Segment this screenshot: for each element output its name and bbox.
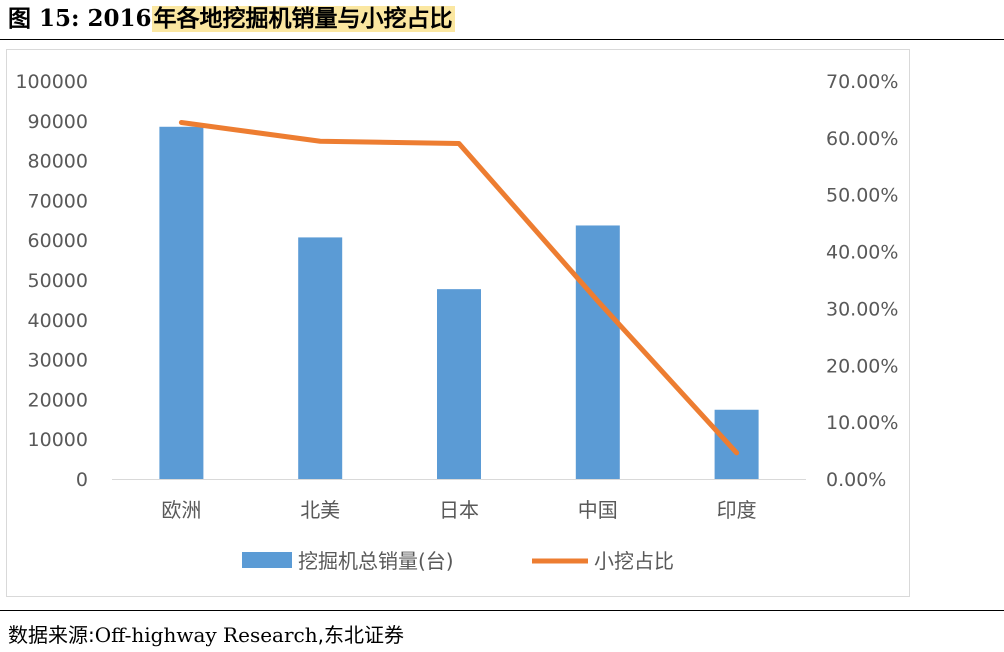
category-label: 中国 (578, 498, 618, 522)
legend-label-line: 小挖占比 (594, 549, 674, 573)
figure-number: 图 15: (8, 5, 80, 32)
figure-title-text: 年各地挖掘机销量与小挖占比 (151, 6, 455, 32)
right-tick-label: 20.00% (826, 355, 898, 377)
source-note: 数据来源:Off-highway Research,东北证券 (8, 619, 404, 648)
category-label: 日本 (439, 498, 479, 522)
left-tick-label: 90000 (28, 111, 88, 133)
category-label: 印度 (717, 498, 757, 522)
left-tick-label: 60000 (28, 230, 88, 252)
source-suffix: ,东北证券 (317, 623, 404, 647)
line-point (319, 140, 321, 142)
left-tick-label: 70000 (28, 190, 88, 212)
left-tick-label: 80000 (28, 151, 88, 173)
bar (159, 126, 204, 480)
legend-label-bar: 挖掘机总销量(台) (298, 549, 454, 573)
source-text: Off-highway Research (94, 623, 318, 647)
category-label: 欧洲 (161, 498, 201, 522)
left-tick-label: 10000 (28, 429, 88, 451)
right-tick-label: 10.00% (826, 412, 898, 434)
right-tick-label: 70.00% (826, 71, 898, 93)
right-tick-label: 40.00% (826, 242, 898, 264)
bar (298, 237, 343, 479)
legend-swatch-bar (242, 552, 292, 568)
combo-chart: 0 10000 20000 30000 40000 50000 60000 70000 8000… (15, 71, 898, 573)
right-tick-label: 30.00% (826, 298, 898, 320)
category-label: 北美 (300, 498, 340, 522)
source-rule (0, 610, 1004, 611)
left-tick-label: 40000 (28, 310, 88, 332)
figure-title: 图 15: 2016年各地挖掘机销量与小挖占比 (8, 2, 455, 36)
bar (437, 289, 481, 479)
left-tick-label: 20000 (28, 389, 88, 411)
left-tick-label: 100000 (15, 71, 88, 93)
line-point (458, 143, 460, 145)
line-point (597, 300, 599, 302)
bar (575, 225, 620, 479)
title-rule (0, 39, 1004, 40)
right-tick-label: 50.00% (826, 185, 898, 207)
right-tick-label: 0.00% (826, 469, 886, 491)
left-tick-label: 0 (76, 469, 88, 491)
line-point (180, 122, 182, 124)
figure-year: 2016 (87, 5, 152, 32)
line-point (736, 452, 738, 454)
bar (714, 409, 759, 479)
left-tick-label: 50000 (28, 270, 88, 292)
source-label: 数据来源: (8, 623, 95, 647)
right-tick-label: 60.00% (826, 128, 898, 150)
left-tick-label: 30000 (28, 350, 88, 372)
